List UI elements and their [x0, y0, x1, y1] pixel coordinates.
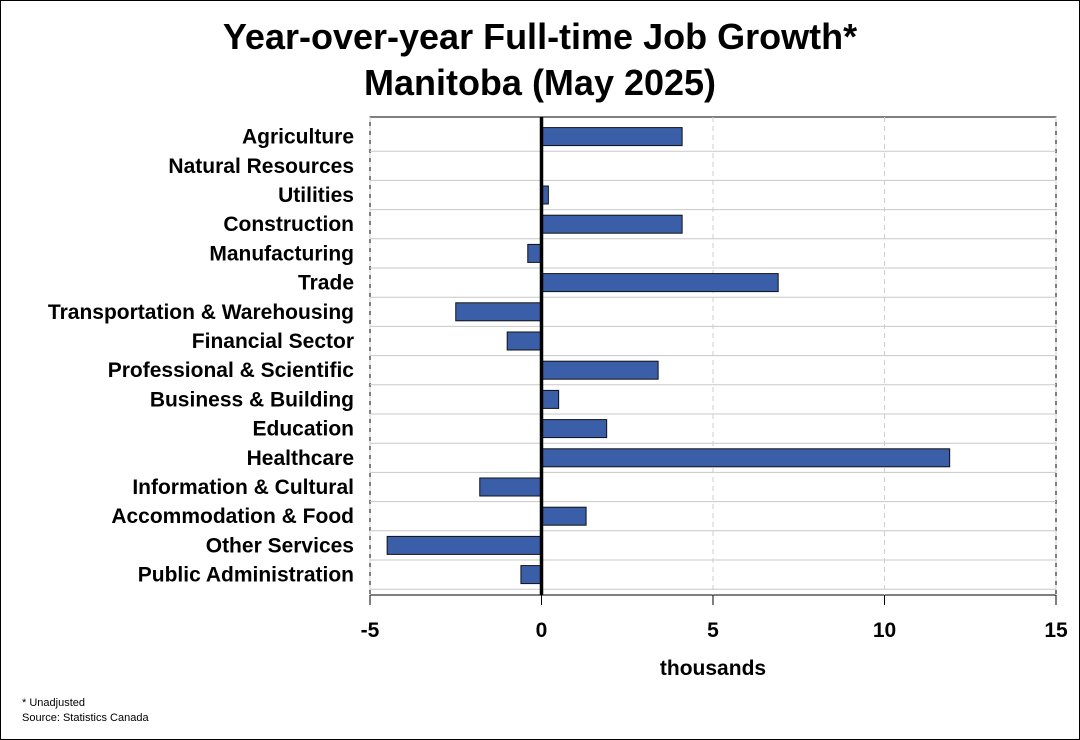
x-tick-label: -5	[361, 619, 380, 642]
category-label: Public Administration	[138, 564, 354, 587]
bar-trade	[541, 273, 779, 293]
chart-title-line-2: Manitoba (May 2025)	[363, 62, 717, 103]
category-label: Business & Building	[150, 388, 354, 411]
grid-layer	[369, 116, 1057, 596]
bar-education	[541, 419, 608, 439]
category-label: Healthcare	[247, 447, 354, 470]
bar-accommodation-food	[541, 506, 587, 526]
chart-title: Year-over-year Full-time Job Growth* Man…	[0, 14, 1080, 106]
bar-agriculture	[541, 127, 683, 147]
x-axis-ticks: -5 0 5 10 15	[361, 595, 1068, 642]
bars-layer	[386, 117, 951, 595]
bar-healthcare	[541, 448, 951, 468]
x-tick-label: 0	[536, 619, 548, 642]
bar-other-services	[386, 535, 542, 555]
footnote-unadjusted: * Unadjusted	[22, 697, 85, 709]
bar-business-building	[541, 389, 560, 409]
bar-transportation-warehousing	[455, 302, 542, 322]
category-label: Trade	[298, 272, 354, 295]
x-axis-title: thousands	[660, 657, 766, 680]
x-tick-label: 5	[707, 619, 719, 642]
bar-public-administration	[520, 565, 542, 585]
bar-financial-sector	[506, 331, 543, 351]
category-label: Transportation & Warehousing	[48, 301, 354, 324]
x-tick-label: 15	[1044, 619, 1068, 642]
category-label: Manufacturing	[209, 242, 354, 265]
category-label: Education	[252, 418, 354, 441]
x-tick-label: 10	[873, 619, 896, 642]
bar-professional-scientific	[541, 360, 659, 380]
footnote-source: Source: Statistics Canada	[22, 712, 149, 724]
category-label: Financial Sector	[192, 330, 354, 353]
category-label: Information & Cultural	[132, 476, 354, 499]
bar-construction	[541, 214, 683, 234]
chart-title-line-1: Year-over-year Full-time Job Growth*	[222, 16, 858, 57]
category-label: Other Services	[206, 534, 354, 557]
footnote: * Unadjusted Source: Statistics Canada	[22, 696, 149, 726]
category-labels: Agriculture Natural Resources Utilities Con…	[48, 126, 354, 587]
category-label: Utilities	[278, 184, 354, 207]
category-label: Professional & Scientific	[108, 359, 355, 382]
category-label: Natural Resources	[168, 155, 354, 178]
bar-information-cultural	[479, 477, 543, 497]
bar-manufacturing	[527, 243, 543, 263]
category-label: Agriculture	[242, 126, 354, 149]
category-label: Construction	[223, 213, 354, 236]
category-label: Accommodation & Food	[111, 505, 354, 528]
